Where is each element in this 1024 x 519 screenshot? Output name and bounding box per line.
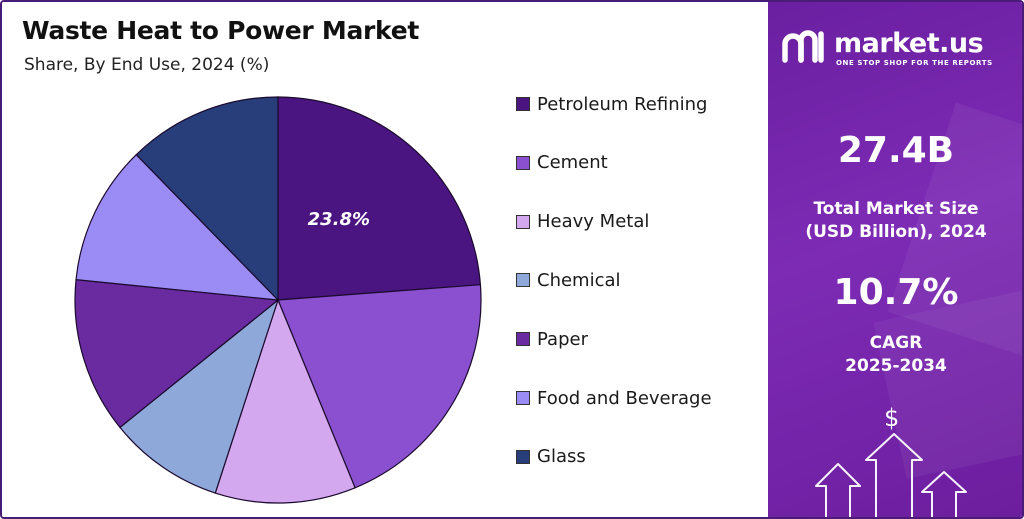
chart-subtitle: Share, By End Use, 2024 (%) (24, 55, 270, 75)
pie-slice-food-and-beverage (75, 153, 280, 301)
chart-title: Waste Heat to Power Market (22, 16, 419, 45)
pie-slice-petroleum-refining (277, 96, 482, 301)
pie-slice-paper (74, 278, 280, 429)
brand-name: market.us (834, 28, 984, 59)
legend-swatch (516, 332, 530, 347)
legend-label: Glass (537, 446, 586, 468)
summary-panel: market.us ONE STOP SHOP FOR THE REPORTS … (768, 2, 1022, 517)
brand-logo: market.us ONE STOP SHOP FOR THE REPORTS (782, 26, 1014, 70)
legend-label: Chemical (537, 269, 621, 291)
legend-swatch (516, 449, 530, 464)
cagr-value: 10.7% (833, 272, 959, 313)
legend-item-glass: Glass (516, 443, 586, 471)
legend-label: Petroleum Refining (537, 93, 708, 115)
pie-chart-svg: 23.8% (74, 96, 482, 504)
legend-item-food-and-beverage: Food and Beverage (516, 384, 712, 412)
pie-slice-cement (277, 284, 482, 489)
chart-panel: Waste Heat to Power Market Share, By End… (2, 2, 768, 517)
market-size-value: 27.4B (837, 130, 955, 171)
legend-swatch (516, 97, 530, 111)
growth-arrows-icon (815, 433, 967, 517)
legend-item-paper: Paper (516, 325, 588, 353)
legend-swatch (516, 155, 530, 170)
legend-label: Cement (537, 152, 608, 174)
cagr-period: 2025-2034 (845, 356, 947, 376)
cagr-label: CAGR (869, 333, 923, 353)
pie-slice-glass (135, 96, 279, 302)
legend-item-cement: Cement (516, 149, 608, 177)
legend-label: Heavy Metal (537, 211, 650, 233)
dollar-icon: $ (884, 404, 900, 432)
legend-label: Food and Beverage (537, 387, 712, 409)
data-label-petroleum-refining: 23.8% (308, 209, 370, 230)
brand-tagline: ONE STOP SHOP FOR THE REPORTS (836, 59, 993, 67)
legend-swatch (516, 273, 530, 288)
legend-label: Paper (537, 328, 588, 350)
legend-swatch (516, 214, 530, 229)
pie-slice-chemical (119, 298, 280, 494)
market-us-logo-icon (782, 30, 824, 63)
legend-item-chemical: Chemical (516, 266, 621, 294)
legend-item-petroleum-refining: Petroleum Refining (516, 90, 707, 118)
market-size-label-line2: (USD Billion), 2024 (805, 222, 987, 242)
legend-swatch (516, 391, 530, 405)
pie-chart: 23.8% (70, 92, 486, 508)
legend-item-heavy-metal: Heavy Metal (516, 208, 649, 236)
pie-slice-heavy-metal (214, 298, 356, 504)
market-size-label-line1: Total Market Size (813, 199, 979, 219)
